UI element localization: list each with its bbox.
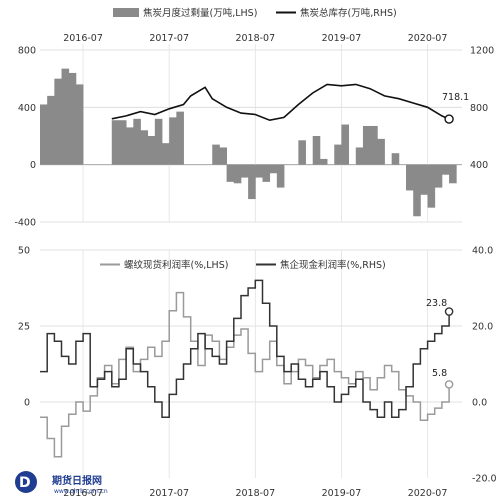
bar (240, 164, 249, 178)
bar (319, 158, 328, 165)
bar (169, 117, 177, 165)
top-x-tick: 2019-07 (322, 33, 362, 44)
svg-text:D: D (19, 475, 31, 491)
bar (362, 125, 371, 165)
bottom-x-tick: 2018-07 (235, 488, 275, 499)
bar (449, 164, 457, 184)
bar (47, 95, 55, 165)
legend-label-bar: 焦炭月度过剩量(万吨,LHS) (143, 7, 257, 19)
bar (441, 164, 450, 175)
bar (269, 164, 278, 174)
bar (54, 78, 62, 165)
bottom-y-right-tick: 20.0 (472, 322, 493, 333)
series-line-rebar (40, 291, 450, 458)
legend-label-s2: 焦企现金利润率(%,RHS) (280, 259, 386, 271)
bar (219, 147, 227, 165)
top-x-tick: 2018-07 (235, 33, 275, 44)
bar (312, 136, 321, 165)
bottom-legend: 螺纹现货利润率(%,LHS) 焦企现金利润率(%,RHS) (100, 259, 386, 271)
bar (370, 125, 378, 165)
top-end-label: 718.1 (442, 92, 469, 103)
bar (212, 144, 220, 165)
bar (276, 164, 285, 188)
end-point-inventory (444, 114, 454, 124)
top-y-left-tick: 0 (30, 160, 36, 171)
bar (111, 120, 120, 165)
bottom-x-tick: 2020-07 (408, 488, 448, 499)
bar (68, 72, 77, 165)
top-legend: 焦炭月度过剩量(万吨,LHS) 焦炭总库存(万吨,RHS) (113, 7, 397, 19)
bottom-y-right-tick: -20.0 (472, 474, 497, 485)
bottom-x-tick: 2017-07 (149, 488, 189, 499)
bottom-x-tick: 2019-07 (322, 488, 362, 499)
top-axes: 800 400 0 -400 1200 800 400 2016-07 2017-07 2018-… (14, 33, 494, 229)
chart-top: 800 400 0 -400 1200 800 400 2016-07 2017-07 2018-… (14, 7, 494, 229)
bar (40, 104, 48, 165)
bar (391, 153, 400, 165)
top-x-tick: 2017-07 (149, 33, 189, 44)
bottom-line-series (40, 279, 454, 458)
bottom-y-left-tick: 25 (18, 322, 30, 333)
bar (226, 164, 235, 182)
logo-text: 期货日报网 (52, 474, 102, 487)
bar (126, 127, 134, 165)
bar (154, 118, 163, 165)
top-x-tick: 2020-07 (408, 33, 448, 44)
end-point-coke (444, 307, 454, 316)
legend-label-s1: 螺纹现货利润率(%,LHS) (124, 259, 228, 271)
bar (118, 120, 127, 165)
bar (334, 144, 342, 165)
logo: D 期货日报网 www.qhrb.com.cn (15, 471, 108, 495)
bar (75, 84, 84, 165)
bar (434, 164, 443, 188)
top-line-series (111, 83, 454, 124)
bar (248, 164, 256, 200)
bar (355, 147, 364, 165)
top-y-left-tick: -400 (14, 218, 36, 229)
bar (176, 111, 184, 165)
bottom-end-label-s1: 5.8 (432, 368, 447, 379)
bottom-y-right-tick: 40.0 (472, 246, 493, 257)
bar (298, 140, 306, 165)
bar (427, 164, 436, 208)
bar (147, 136, 156, 165)
bar (162, 143, 170, 165)
logo-mark-icon: D (15, 471, 37, 493)
bar (255, 164, 263, 178)
top-y-right-tick: 400 (470, 160, 488, 171)
bar (413, 164, 421, 217)
end-point-rebar (444, 380, 454, 389)
series-line-coke (40, 279, 450, 418)
bar (377, 138, 385, 165)
bottom-axes: 50 25 0 40.0 20.0 0.0 -20.0 2016-07 2017-07 2018-… (18, 246, 497, 500)
bottom-end-label-s2: 23.8 (426, 298, 447, 309)
bottom-y-right-tick: 0.0 (472, 398, 487, 409)
bar (233, 164, 242, 184)
bottom-gridlines (40, 249, 462, 478)
legend-label-line: 焦炭总库存(万吨,RHS) (300, 7, 397, 19)
bar (420, 164, 428, 195)
top-x-tick: 2016-07 (63, 33, 103, 44)
bottom-x-tick: 2016-07 (63, 488, 103, 499)
bar (140, 130, 149, 165)
bottom-y-left-tick: 0 (24, 398, 30, 409)
bar (406, 164, 414, 191)
top-y-left-tick: 800 (18, 46, 36, 57)
top-bar-area (40, 68, 457, 217)
bottom-y-left-tick: 50 (18, 246, 30, 257)
top-y-right-tick: 1200 (470, 46, 494, 57)
bar (341, 124, 350, 165)
chart-bottom: 50 25 0 40.0 20.0 0.0 -20.0 2016-07 2017-07 2018-… (18, 246, 497, 500)
bar (133, 118, 141, 165)
legend-swatch-bar (113, 8, 139, 17)
bar (262, 164, 271, 182)
top-y-left-tick: 400 (18, 103, 36, 114)
logo-url: www.qhrb.com.cn (54, 488, 108, 495)
series-line-inventory (111, 83, 450, 122)
bar (61, 68, 70, 165)
top-y-right-tick: 800 (470, 103, 488, 114)
